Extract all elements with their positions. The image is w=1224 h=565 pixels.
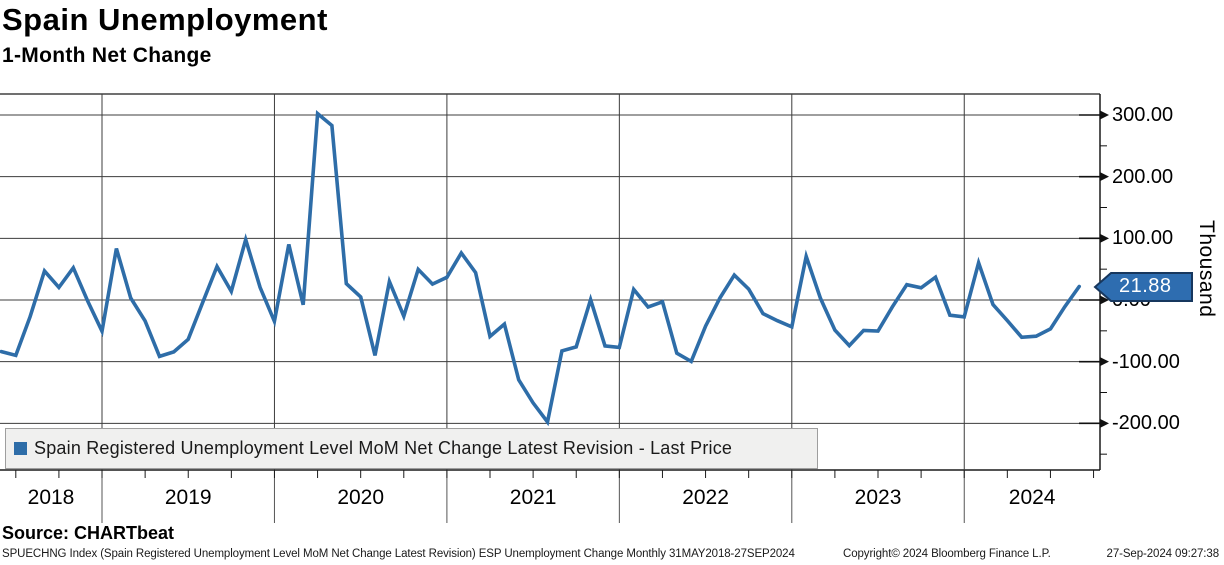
x-axis-year-label: 2024 [1008,486,1056,509]
data-line [0,109,1081,427]
y-axis-tick-label: 200.00 [1112,165,1174,188]
legend[interactable]: Spain Registered Unemployment Level MoM … [5,428,818,469]
x-axis-year-label: 2020 [337,486,385,509]
x-axis-year-label: 2021 [509,486,557,509]
y-axis-tick-label: 300.00 [1112,103,1174,126]
y-tick-arrow-icon [1100,357,1109,367]
x-axis-year-label: 2018 [27,486,75,509]
footer-description: SPUECHNG Index (Spain Registered Unemplo… [2,548,795,560]
footer-timestamp: 27-Sep-2024 09:27:38 [1106,548,1220,560]
y-axis-tick-label: -100.00 [1112,350,1180,373]
y-axis-tick-label: -200.00 [1112,412,1180,435]
y-tick-arrow-icon [1100,172,1109,182]
source-line: Source: CHARTbeat [2,523,175,543]
y-tick-arrow-icon [1100,418,1109,428]
legend-series-swatch-icon [14,442,27,455]
chart-subtitle: 1-Month Net Change [2,44,212,67]
last-price-badge: 21.88 [1093,271,1195,303]
legend-series-label: Spain Registered Unemployment Level MoM … [34,438,733,458]
last-price-value: 21.88 [1119,275,1172,297]
x-axis-year-label: 2023 [854,486,902,509]
last-price-tag-shape [1093,272,1193,302]
y-tick-arrow-icon [1100,110,1109,120]
y-axis-title: Thousand [1195,220,1218,318]
y-axis-tick-label: 100.00 [1112,227,1174,250]
x-axis-year-label: 2022 [682,486,729,509]
footer-copyright: Copyright© 2024 Bloomberg Finance L.P. [843,548,1051,560]
page-title: Spain Unemployment [2,2,328,37]
x-axis-year-label: 2019 [164,486,212,509]
y-tick-arrow-icon [1100,295,1109,305]
y-tick-arrow-icon [1100,233,1109,243]
